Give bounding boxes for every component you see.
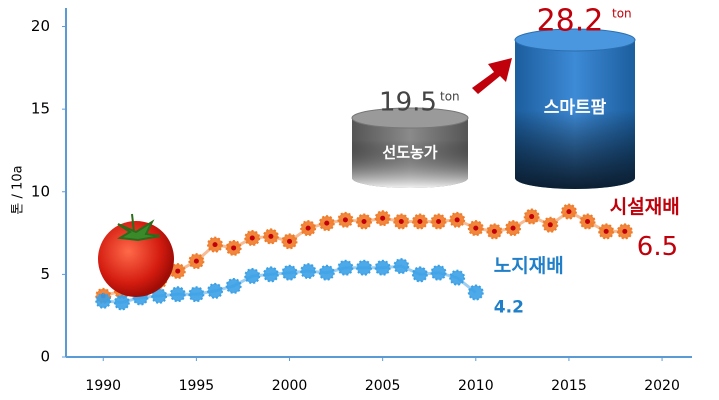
point-core: [249, 235, 255, 241]
point: [113, 294, 130, 311]
point: [225, 277, 242, 294]
callout-unit: ton: [612, 7, 632, 21]
y-tick-label: 10: [31, 182, 50, 200]
y-axis-label: 톤 / 10a: [11, 165, 26, 214]
point-core: [510, 225, 516, 231]
callout-unit: ton: [440, 90, 460, 104]
callouts: 선도농가 19.5 ton 스마트팜 28.2 ton: [351, 4, 636, 189]
point-core: [417, 219, 423, 225]
point: [337, 259, 354, 276]
point-core: [398, 219, 404, 225]
point: [449, 269, 466, 286]
point: [393, 258, 410, 275]
y-tick-label: 20: [31, 17, 50, 35]
point: [430, 264, 447, 281]
series-name: 노지재배: [494, 255, 564, 277]
point: [207, 282, 224, 299]
series-end-label: 4.2: [494, 298, 524, 318]
point-core: [287, 238, 293, 244]
point-core: [342, 217, 348, 223]
point: [169, 286, 186, 303]
tomato-body: [98, 221, 174, 297]
series-end-label: 6.5: [637, 232, 678, 262]
point: [318, 264, 335, 281]
y-tick-label: 15: [31, 100, 50, 118]
point-core: [231, 245, 237, 251]
point-core: [603, 228, 609, 234]
tomato-leaf: [116, 213, 161, 242]
point-core: [175, 268, 181, 274]
arrow: [472, 58, 512, 94]
x-tick-label: 2010: [458, 378, 494, 394]
x-tick-label: 2000: [272, 378, 308, 394]
callout-value: 28.2: [537, 4, 604, 39]
tomato: [98, 213, 174, 297]
point: [262, 266, 279, 283]
point-core: [473, 225, 479, 231]
point: [411, 266, 428, 283]
x-tick-label: 1990: [85, 378, 121, 394]
point-core: [491, 228, 497, 234]
point: [281, 264, 298, 281]
point-core: [193, 258, 199, 264]
point-core: [585, 219, 591, 225]
x-tick-label: 2020: [644, 378, 680, 394]
point-core: [380, 215, 386, 221]
y-tick-label: 5: [40, 265, 50, 283]
callout-label: 스마트팜: [544, 98, 607, 118]
callout-label: 선도농가: [382, 144, 437, 162]
point-core: [212, 242, 218, 248]
series-name: 시설재배: [610, 196, 680, 218]
point: [188, 286, 205, 303]
point-core: [454, 217, 460, 223]
point: [300, 263, 317, 280]
point: [374, 259, 391, 276]
point-core: [622, 228, 628, 234]
cylinder-shade: [352, 140, 468, 188]
x-tick-label: 2015: [551, 378, 587, 394]
point-core: [324, 220, 330, 226]
cylinder-top: [514, 28, 636, 52]
point: [95, 292, 112, 309]
point: [244, 268, 261, 285]
cylinder-top: [351, 107, 469, 129]
callout-value: 19.5: [379, 88, 437, 118]
point-core: [566, 209, 572, 215]
point-core: [547, 222, 553, 228]
point-core: [305, 225, 311, 231]
cylinder-shade: [515, 110, 635, 189]
y-tick-label: 0: [40, 348, 50, 366]
point-core: [361, 219, 367, 225]
point-core: [436, 219, 442, 225]
x-tick-label: 1995: [179, 378, 215, 394]
x-tick-label: 2005: [365, 378, 401, 394]
point-core: [268, 233, 274, 239]
point: [356, 259, 373, 276]
point-core: [529, 214, 535, 220]
point: [467, 284, 484, 301]
